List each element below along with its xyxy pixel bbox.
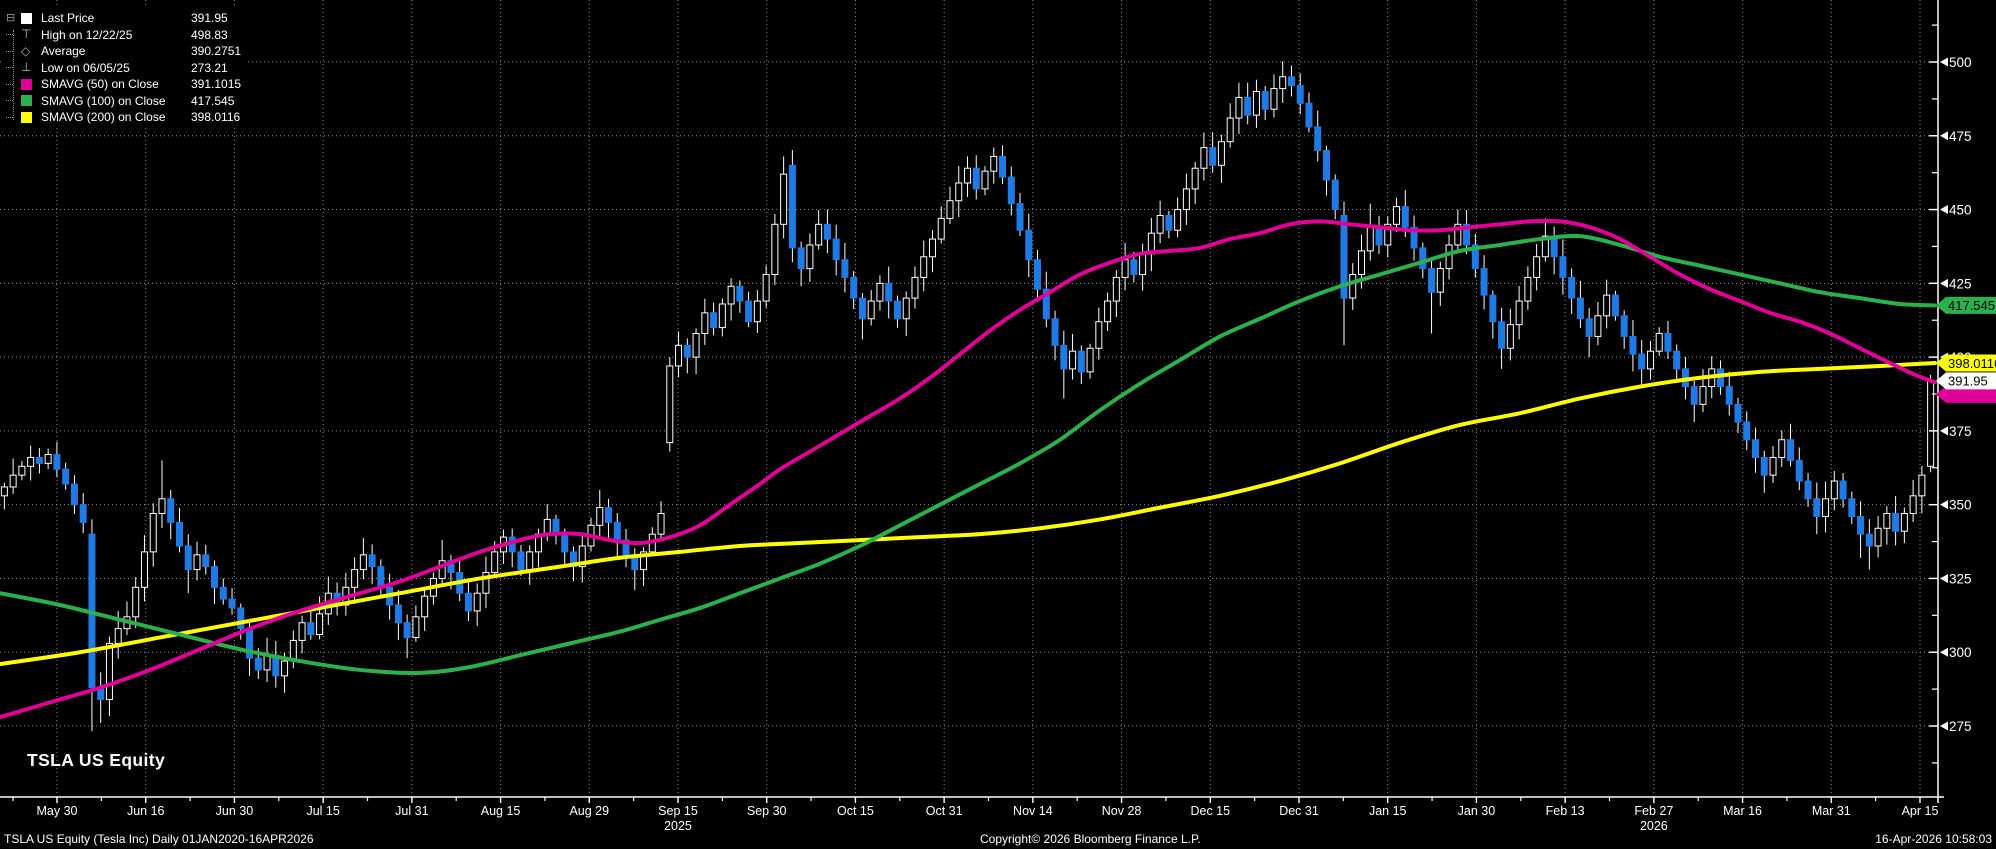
year-label: 2026: [1640, 819, 1668, 833]
legend-collapse-icon[interactable]: ⊟: [6, 12, 16, 25]
legend-swatch-icon: [21, 78, 41, 90]
axes: 500475450425400375350325300275May 30Jun …: [0, 0, 1972, 833]
legend-label: SMAVG (100) on Close: [41, 93, 166, 108]
legend-value: 498.83: [191, 27, 228, 42]
x-axis-label: Aug 15: [481, 804, 521, 818]
x-axis-label: Mar 16: [1723, 804, 1762, 818]
x-axis-label: Jan 30: [1458, 804, 1496, 818]
legend-swatch-icon: [21, 95, 41, 107]
smavg100-line: [0, 233, 1937, 675]
legend-value: 398.0116: [191, 110, 241, 125]
year-label: 2025: [664, 819, 692, 833]
legend-row-smavg-200-on-close[interactable]: SMAVG (200) on Close 398.0116: [6, 109, 241, 126]
legend-tree-stub: [6, 30, 21, 40]
legend-label: SMAVG (200) on Close: [41, 110, 166, 125]
y-axis-label: 500: [1949, 55, 1972, 70]
x-axis-label: Jul 15: [306, 804, 339, 818]
footer-chart-description: TSLA US Equity (Tesla Inc) Daily 01JAN20…: [4, 832, 314, 846]
axis-price-tag-value: 417.545: [1948, 298, 1995, 313]
x-axis-label: Apr 15: [1902, 804, 1939, 818]
legend-row-high-on-12-22-25[interactable]: ⊤ High on 12/22/25 498.83: [6, 27, 241, 44]
legend-value: 391.1015: [191, 77, 242, 92]
x-axis-label: Sep 15: [658, 804, 698, 818]
footer-copyright: Copyright© 2026 Bloomberg Finance L.P.: [980, 832, 1201, 846]
x-axis-label: May 30: [37, 804, 78, 818]
axis-price-tag-value: 391.95: [1948, 374, 1988, 389]
axis-price-tag-value: 398.0116: [1948, 356, 1996, 371]
x-axis-label: Mar 31: [1812, 804, 1851, 818]
x-axis-label: Sep 30: [747, 804, 787, 818]
legend-tree-stub: [6, 63, 21, 73]
legend-tree-stub: [6, 96, 21, 106]
y-axis-label: 325: [1949, 571, 1972, 586]
x-axis-label: Jan 15: [1369, 804, 1407, 818]
smavg50-line: [0, 218, 1937, 720]
legend-label: SMAVG (50) on Close: [41, 77, 159, 92]
x-axis-label: Dec 31: [1279, 804, 1319, 818]
x-axis-label: Dec 15: [1190, 804, 1230, 818]
candles-layer: [0, 61, 1935, 732]
grid-lines: [0, 0, 1938, 797]
x-axis-label: Oct 31: [926, 804, 963, 818]
y-axis-label: 350: [1949, 498, 1972, 513]
x-axis-label: Jun 30: [216, 804, 254, 818]
smavg200-line: [0, 361, 1937, 667]
x-axis-label: Oct 15: [837, 804, 874, 818]
legend-swatch-icon: [21, 111, 41, 123]
y-axis-label: 425: [1949, 276, 1972, 291]
legend-tree-line: [13, 30, 14, 120]
x-axis-label: Feb 27: [1634, 804, 1673, 818]
x-axis-label: Jul 31: [395, 804, 428, 818]
legend-value: 391.95: [191, 11, 228, 26]
y-axis-label: 375: [1949, 424, 1972, 439]
legend-label: Last Price: [41, 11, 95, 26]
chart-legend: ⊟ Last Price 391.95 ⊤ High on 12/22/25 498.83…: [4, 8, 248, 128]
legend-tree-stub: [6, 112, 21, 122]
legend-value: 273.21: [191, 60, 228, 75]
legend-label: Average: [41, 44, 86, 59]
x-axis-label: Aug 29: [569, 804, 609, 818]
ticker-label: TSLA US Equity: [27, 750, 166, 770]
legend-row-smavg-50-on-close[interactable]: SMAVG (50) on Close 391.1015: [6, 76, 241, 93]
legend-row-low-on-06-05-25[interactable]: ⊥ Low on 06/05/25 273.21: [6, 60, 241, 77]
axis-price-tags: 417.545 398.0116 391.95: [1936, 296, 1996, 403]
legend-row-average[interactable]: ◇ Average 390.2751: [6, 43, 241, 60]
legend-label: High on 12/22/25: [41, 27, 133, 42]
legend-value: 417.545: [191, 93, 235, 108]
y-axis-label: 450: [1949, 203, 1972, 218]
y-axis-label: 275: [1949, 719, 1972, 734]
legend-row-last-price[interactable]: ⊟ Last Price 391.95: [6, 10, 241, 27]
legend-average-marker-icon: ◇: [21, 43, 31, 58]
x-axis-label: Nov 28: [1102, 804, 1142, 818]
y-axis-label: 300: [1949, 645, 1972, 660]
legend-high-marker-icon: ⊤: [21, 27, 32, 42]
y-axis-label: 475: [1949, 129, 1972, 144]
legend-low-marker-icon: ⊥: [21, 60, 32, 75]
x-axis-label: Nov 14: [1013, 804, 1053, 818]
legend-tree-stub: [6, 46, 21, 56]
legend-swatch-icon: [21, 12, 41, 24]
x-axis-label: Jun 16: [127, 804, 165, 818]
footer-timestamp: 16-Apr-2026 10:58:03: [1875, 832, 1992, 846]
status-bar: TSLA US Equity (Tesla Inc) Daily 01JAN20…: [0, 830, 1996, 849]
legend-row-smavg-100-on-close[interactable]: SMAVG (100) on Close 417.545: [6, 93, 241, 110]
legend-label: Low on 06/05/25: [41, 60, 130, 75]
x-axis-label: Feb 13: [1546, 804, 1585, 818]
legend-value: 390.2751: [191, 44, 242, 59]
legend-tree-stub: [6, 79, 21, 89]
